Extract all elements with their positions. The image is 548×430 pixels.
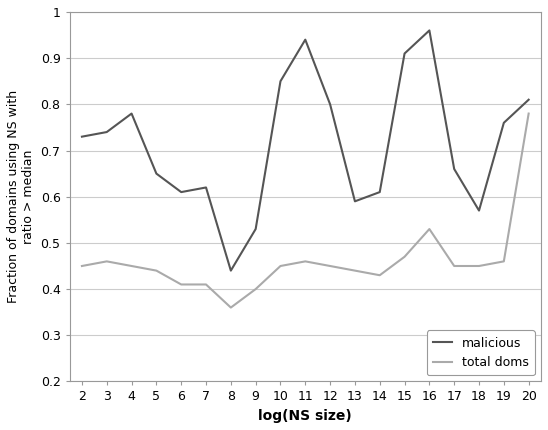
malicious [153, 171, 159, 176]
total doms [178, 282, 185, 287]
total doms [203, 282, 209, 287]
malicious [277, 79, 284, 84]
malicious [500, 120, 507, 126]
Line: malicious: malicious [82, 31, 529, 270]
malicious [376, 190, 383, 195]
malicious [327, 102, 333, 107]
total doms [376, 273, 383, 278]
malicious [426, 28, 433, 33]
malicious [79, 134, 85, 139]
malicious [227, 268, 234, 273]
malicious [178, 190, 185, 195]
total doms [79, 264, 85, 269]
Legend: malicious, total doms: malicious, total doms [427, 331, 535, 375]
malicious [352, 199, 358, 204]
malicious [203, 185, 209, 190]
total doms [153, 268, 159, 273]
Line: total doms: total doms [82, 114, 529, 307]
malicious [302, 37, 309, 42]
malicious [253, 227, 259, 232]
total doms [302, 259, 309, 264]
total doms [128, 264, 135, 269]
total doms [401, 254, 408, 259]
total doms [277, 264, 284, 269]
total doms [451, 264, 458, 269]
total doms [352, 268, 358, 273]
malicious [128, 111, 135, 116]
malicious [451, 166, 458, 172]
total doms [426, 227, 433, 232]
total doms [327, 264, 333, 269]
total doms [253, 286, 259, 292]
malicious [526, 97, 532, 102]
total doms [526, 111, 532, 116]
malicious [476, 208, 482, 213]
total doms [227, 305, 234, 310]
total doms [104, 259, 110, 264]
X-axis label: log(NS size): log(NS size) [259, 409, 352, 423]
total doms [500, 259, 507, 264]
Y-axis label: Fraction of domains using NS with
ratio > median: Fraction of domains using NS with ratio … [7, 90, 35, 303]
malicious [104, 129, 110, 135]
total doms [476, 264, 482, 269]
malicious [401, 51, 408, 56]
